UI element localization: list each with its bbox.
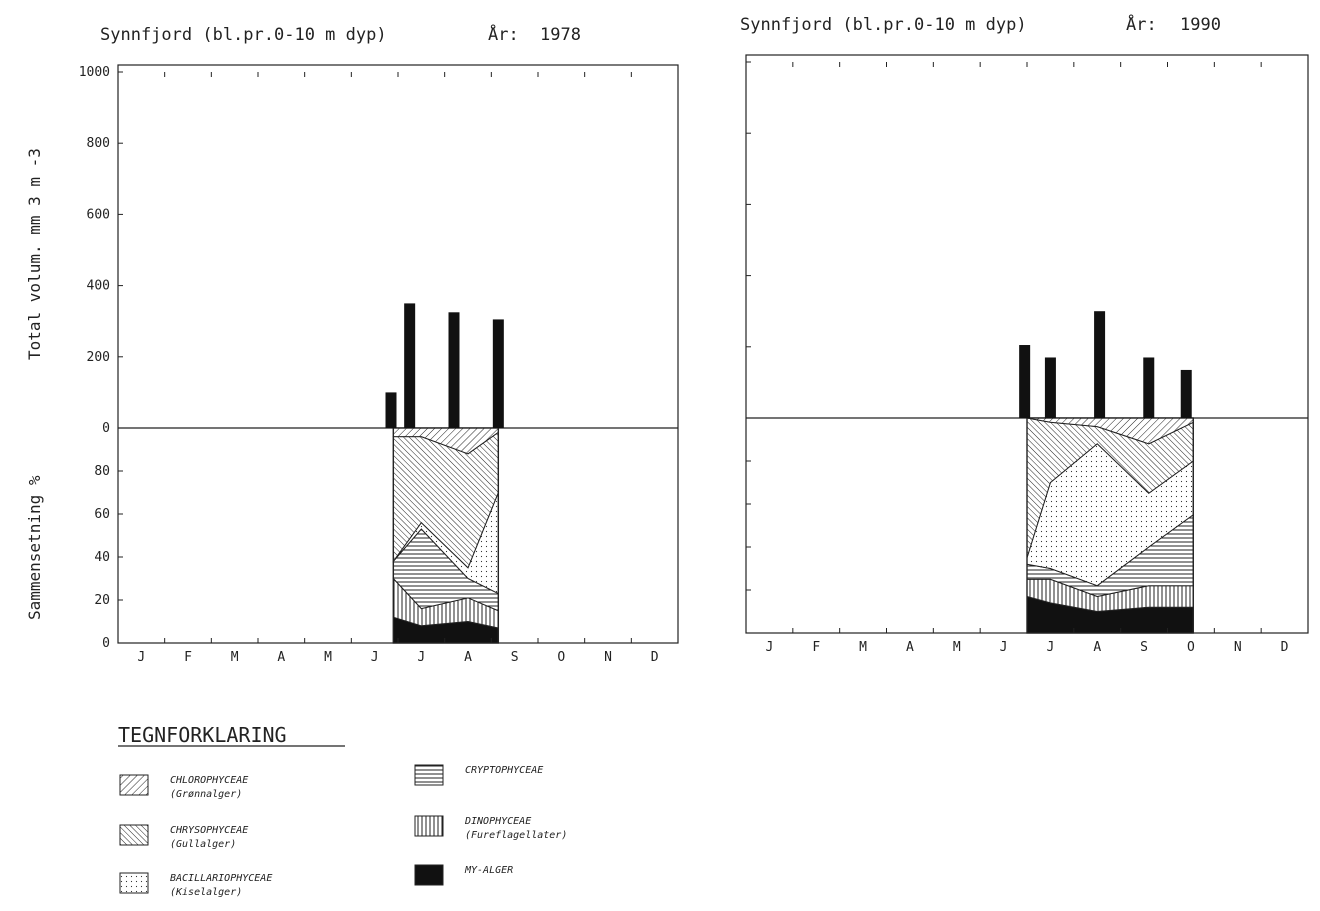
month-label: J bbox=[137, 650, 145, 665]
month-label: J bbox=[371, 650, 379, 665]
month-label: M bbox=[231, 650, 239, 665]
y-tick-label: 1000 bbox=[79, 65, 110, 80]
y-tick-label: 600 bbox=[87, 207, 110, 222]
volume-bar bbox=[1094, 311, 1106, 418]
month-label: O bbox=[557, 650, 565, 665]
month-label: J bbox=[1000, 640, 1008, 655]
legend-name: CHRYSOPHYCEAE bbox=[170, 825, 248, 836]
legend-name: MY-ALGER bbox=[464, 865, 513, 876]
legend: TEGNFORKLARING CHLOROPHYCEAE (Grønnalger)… bbox=[118, 723, 567, 898]
volume-bars bbox=[1019, 311, 1192, 418]
legend-subname: (Fureflagellater) bbox=[465, 830, 567, 841]
month-label: F bbox=[184, 650, 192, 665]
volume-bar bbox=[1143, 357, 1155, 418]
y-tick-label: 0 bbox=[102, 421, 110, 436]
composition-frame bbox=[392, 427, 500, 644]
composition-layers bbox=[392, 427, 500, 644]
chart-1978: Synnfjord (bl.pr.0-10 m dyp) År: 1978 10… bbox=[25, 23, 679, 665]
y-tick-label: 800 bbox=[87, 136, 110, 151]
legend-item-chlorophyceae: CHLOROPHYCEAE (Grønnalger) bbox=[119, 774, 248, 800]
legend-swatch bbox=[119, 774, 149, 796]
month-label: D bbox=[651, 650, 659, 665]
legend-item-bacillariophyceae: BACILLARIOPHYCEAE (Kiselalger) bbox=[119, 872, 272, 898]
legend-name: BACILLARIOPHYCEAE bbox=[170, 873, 272, 884]
month-label: F bbox=[812, 640, 820, 655]
chart-title: Synnfjord (bl.pr.0-10 m dyp) bbox=[740, 15, 1027, 35]
volume-bar bbox=[404, 303, 416, 428]
y-tick-label: 80 bbox=[94, 464, 110, 479]
chart-title: Synnfjord (bl.pr.0-10 m dyp) bbox=[100, 25, 387, 45]
legend-heading: TEGNFORKLARING bbox=[118, 723, 287, 747]
year-value: 1990 bbox=[1180, 15, 1221, 35]
year-value: 1978 bbox=[540, 25, 581, 45]
month-label: S bbox=[1140, 640, 1148, 655]
legend-name: CRYPTOPHYCEAE bbox=[465, 765, 543, 776]
y-tick-label: 400 bbox=[87, 279, 110, 294]
y-axis-label-composition: Sammensetning % bbox=[25, 475, 44, 620]
chart-1990: Synnfjord (bl.pr.0-10 m dyp) År: 1990 J F… bbox=[740, 13, 1309, 655]
legend-swatch bbox=[414, 864, 444, 886]
legend-items: CHLOROPHYCEAE (Grønnalger) CHRYSOPHYCEAE (G… bbox=[119, 764, 567, 898]
month-label: D bbox=[1281, 640, 1289, 655]
volume-bar bbox=[492, 319, 504, 428]
volume-bar bbox=[1019, 345, 1031, 418]
y-tick-label: 20 bbox=[94, 593, 110, 608]
volume-bar bbox=[448, 312, 460, 428]
month-label: O bbox=[1187, 640, 1195, 655]
legend-swatch bbox=[119, 824, 149, 846]
legend-item-chrysophyceae: CHRYSOPHYCEAE (Gullalger) bbox=[119, 824, 248, 850]
year-label: År: bbox=[488, 23, 519, 45]
y-tick-label: 200 bbox=[87, 350, 110, 365]
legend-subname: (Gullalger) bbox=[170, 839, 236, 850]
month-label: A bbox=[277, 650, 285, 665]
legend-name: CHLOROPHYCEAE bbox=[170, 775, 248, 786]
legend-subname: (Grønnalger) bbox=[170, 789, 242, 800]
month-label: M bbox=[324, 650, 332, 665]
legend-item-my-alger: MY-ALGER bbox=[414, 864, 513, 886]
month-label: J bbox=[766, 640, 774, 655]
month-label: N bbox=[604, 650, 612, 665]
month-label: M bbox=[859, 640, 867, 655]
month-label: A bbox=[464, 650, 472, 665]
y-tick-label: 60 bbox=[94, 507, 110, 522]
month-label: J bbox=[1047, 640, 1055, 655]
legend-swatch bbox=[119, 872, 149, 894]
legend-name: DINOPHYCEAE bbox=[464, 816, 531, 827]
month-label: S bbox=[511, 650, 519, 665]
legend-item-cryptophyceae: CRYPTOPHYCEAE bbox=[414, 764, 543, 786]
volume-bar bbox=[1180, 369, 1192, 418]
legend-item-dinophyceae: DINOPHYCEAE (Fureflagellater) bbox=[414, 815, 567, 841]
volume-bar bbox=[385, 392, 397, 428]
month-label: A bbox=[906, 640, 914, 655]
composition-layers bbox=[1026, 417, 1194, 634]
year-label: År: bbox=[1126, 13, 1157, 35]
volume-bar bbox=[1044, 357, 1056, 418]
legend-swatch bbox=[414, 815, 444, 837]
month-label: J bbox=[417, 650, 425, 665]
y-axis-label-volume: Total volum. mm 3 m -3 bbox=[25, 148, 44, 360]
month-label: A bbox=[1093, 640, 1101, 655]
legend-swatch bbox=[414, 764, 444, 786]
month-label: N bbox=[1234, 640, 1242, 655]
month-label: M bbox=[953, 640, 961, 655]
legend-subname: (Kiselalger) bbox=[170, 887, 242, 898]
volume-bars bbox=[385, 303, 504, 428]
y-tick-label: 0 bbox=[102, 636, 110, 651]
composition-frame bbox=[1026, 417, 1194, 634]
y-tick-label: 40 bbox=[94, 550, 110, 565]
